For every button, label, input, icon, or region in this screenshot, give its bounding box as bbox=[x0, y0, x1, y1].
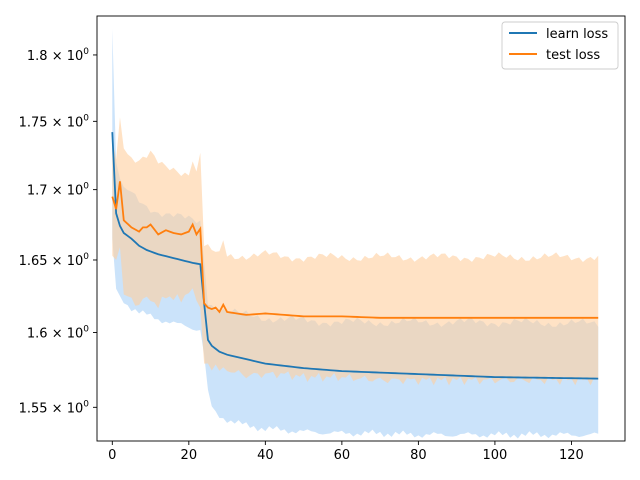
line-learn-loss bbox=[111, 132, 599, 380]
x-tick-label: 40 bbox=[257, 448, 274, 463]
plot-frame bbox=[96, 15, 626, 442]
y-tick-label: 1.8 × 100 bbox=[27, 47, 89, 64]
y-tick-label: 1.6 × 100 bbox=[27, 324, 89, 341]
x-axis: 0 20 40 60 80 100 120 bbox=[108, 441, 584, 463]
x-tick-label: 100 bbox=[482, 448, 507, 463]
legend-label-test-loss: test loss bbox=[546, 48, 600, 63]
y-tick-label: 1.65 × 100 bbox=[19, 252, 90, 269]
y-tick-label: 1.7 × 100 bbox=[27, 182, 89, 199]
legend: learn loss test loss bbox=[501, 21, 619, 70]
x-tick-label: 80 bbox=[410, 448, 427, 463]
x-tick-label: 20 bbox=[181, 448, 198, 463]
y-tick-label: 1.55 × 100 bbox=[19, 399, 90, 416]
y-tick-label: 1.75 × 100 bbox=[19, 113, 90, 130]
y-axis: 1.55 × 100 1.6 × 100 1.65 × 100 1.7 × 100 1.… bbox=[19, 47, 97, 416]
series-lines bbox=[111, 132, 599, 380]
x-tick-label: 120 bbox=[559, 448, 584, 463]
line-test-loss bbox=[111, 181, 599, 319]
legend-label-learn-loss: learn loss bbox=[546, 27, 608, 42]
x-tick-label: 0 bbox=[108, 448, 116, 463]
x-tick-label: 60 bbox=[334, 448, 351, 463]
